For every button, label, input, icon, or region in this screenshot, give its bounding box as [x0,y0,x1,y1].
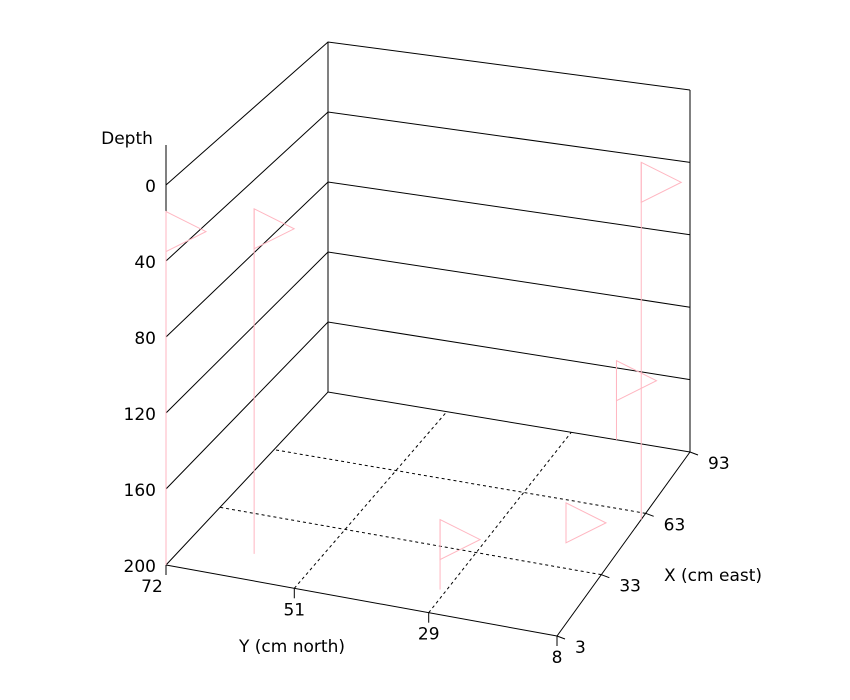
grid-line [165,251,691,414]
x-axis-line [556,451,691,637]
flag-marker [165,210,208,253]
flag-marker [615,359,658,402]
y-axis-title: Y (cm north) [238,637,345,657]
floor-grid-line [428,432,572,614]
flag-marker [439,518,482,561]
y-tick-label: 51 [283,600,305,620]
y-axis-line [165,564,558,637]
x-tick-label: 33 [619,577,641,597]
flag-marker [640,161,683,204]
z-tick-label: 160 [124,481,156,501]
grid-line [165,41,691,186]
floor-grid-line [273,449,646,514]
flag-marker [253,207,296,250]
floor-grid-line [293,411,448,589]
z-tick-label: 40 [134,253,156,273]
x-tick-label: 93 [708,454,730,474]
x-axis-title: X (cm east) [664,566,762,586]
y-tick-label: 29 [418,625,440,645]
x-tick [689,451,699,456]
grid-line [165,391,691,566]
z-tick-label: 120 [124,405,156,425]
x-tick [645,512,654,517]
x-tick [601,574,610,579]
x-tick [556,635,566,640]
grid-line [165,111,691,262]
z-tick-label: 200 [124,557,156,577]
x-tick-label: 3 [575,638,586,658]
x-tick-label: 63 [664,515,686,535]
z-tick-label: 80 [134,329,156,349]
grid-line [165,181,691,338]
y-tick-label: 8 [552,648,563,668]
z-axis-title: Depth [101,129,153,149]
y-tick-label: 72 [141,577,163,597]
grid-line [165,321,691,490]
flag-marker [565,502,608,544]
floor-grid-line [219,506,602,576]
z-tick-label: 0 [145,177,156,197]
